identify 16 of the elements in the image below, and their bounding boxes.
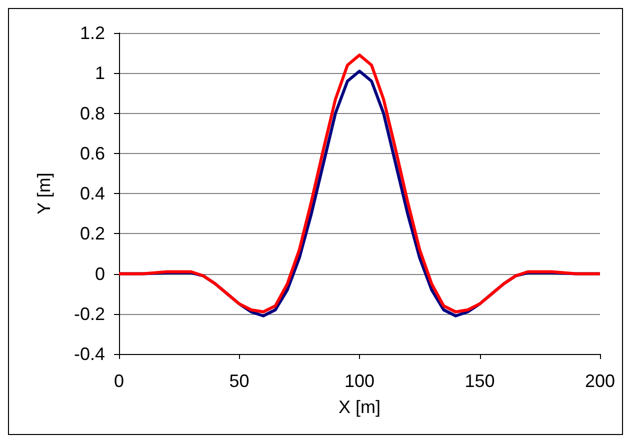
x-tick-label: 0 <box>114 371 124 391</box>
y-tick-label: 1 <box>94 63 105 84</box>
x-tick-label: 200 <box>584 371 616 391</box>
y-tick-label: -0.4 <box>74 344 105 364</box>
y-tick-label: 1.2 <box>80 23 105 43</box>
y-tick-label: 0.4 <box>80 184 105 204</box>
y-axis-title: Y [m] <box>34 172 54 214</box>
y-tick-label: 0.2 <box>80 224 105 244</box>
y-tick-label: 0.8 <box>80 103 105 124</box>
x-tick-label: 150 <box>464 371 495 391</box>
x-axis-title: X [m] <box>338 397 381 417</box>
x-tick-label: 50 <box>229 371 250 391</box>
y-tick-label: 0 <box>94 264 105 284</box>
x-tick-label: 100 <box>344 371 375 391</box>
y-tick-label: 0.6 <box>80 143 105 164</box>
y-tick-label: -0.2 <box>74 304 105 324</box>
